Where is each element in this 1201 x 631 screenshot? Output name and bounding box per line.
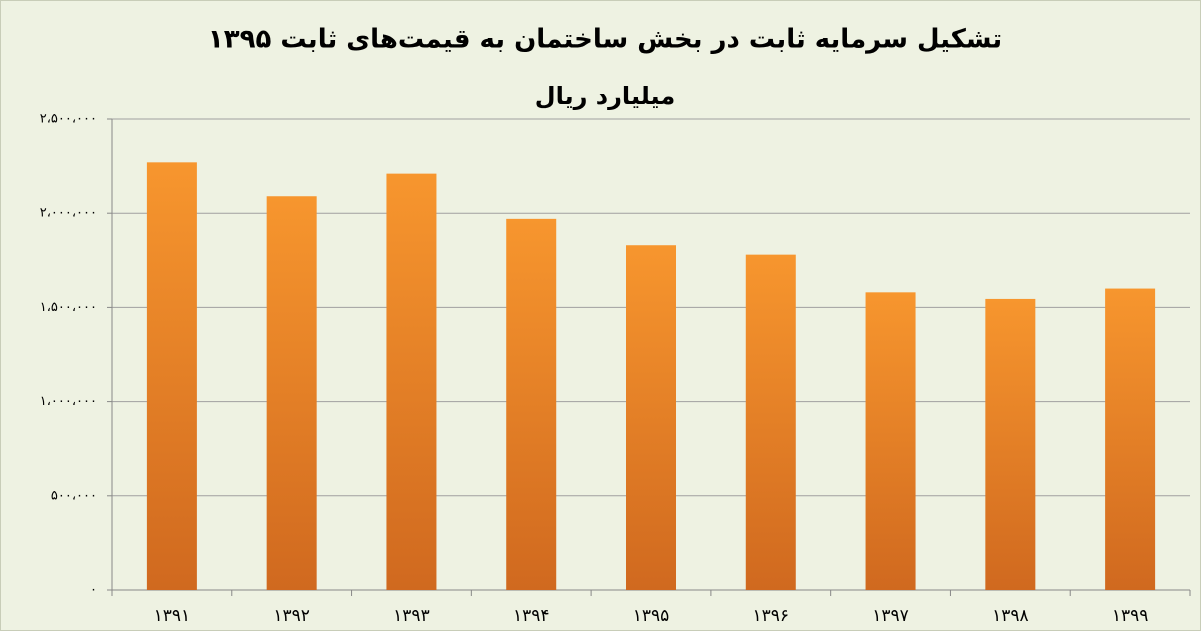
- x-tick-label: ۱۳۹۳: [393, 606, 430, 626]
- bar: [626, 245, 676, 590]
- bar: [386, 173, 437, 591]
- bar: [1105, 288, 1156, 590]
- chart-subtitle: میلیارد ریال: [535, 82, 675, 110]
- x-tick-label: ۱۳۹۸: [992, 606, 1029, 626]
- y-tick-label: ۰: [90, 583, 97, 598]
- bar: [506, 218, 557, 591]
- bar: [146, 162, 197, 590]
- bar: [745, 254, 796, 590]
- x-tick-label: ۱۳۹۶: [753, 606, 790, 626]
- bar: [266, 196, 317, 590]
- bar: [865, 292, 916, 590]
- bar: [985, 298, 1036, 590]
- y-tick-label: ۲،۵۰۰،۰۰۰: [40, 112, 97, 127]
- x-tick-label: ۱۳۹۷: [872, 606, 909, 626]
- x-tick-label: ۱۳۹۴: [513, 606, 550, 626]
- y-tick-label: ۲،۰۰۰،۰۰۰: [40, 206, 97, 221]
- x-tick-label: ۱۳۹۲: [273, 606, 310, 626]
- x-tick-label: ۱۳۹۱: [154, 606, 191, 626]
- y-tick-label: ۱،۵۰۰،۰۰۰: [40, 300, 97, 315]
- y-tick-label: ۱،۰۰۰،۰۰۰: [40, 394, 97, 409]
- x-tick-label: ۱۳۹۵: [633, 606, 670, 626]
- x-tick-label: ۱۳۹۹: [1112, 606, 1149, 626]
- y-tick-label: ۵۰۰،۰۰۰: [51, 488, 97, 503]
- chart-title: تشکیل سرمایه ثابت در بخش ساختمان به قیمت…: [208, 25, 1002, 55]
